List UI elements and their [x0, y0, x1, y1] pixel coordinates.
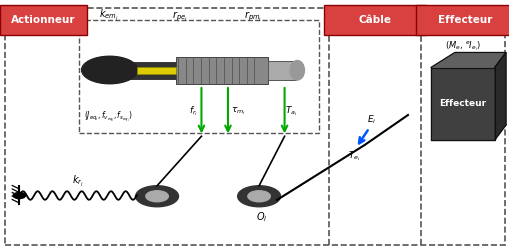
- FancyBboxPatch shape: [323, 5, 425, 35]
- Circle shape: [13, 192, 25, 198]
- Polygon shape: [430, 52, 505, 68]
- Text: $E_i$: $E_i$: [366, 114, 376, 126]
- Text: Câble: Câble: [358, 15, 390, 25]
- FancyBboxPatch shape: [109, 62, 176, 79]
- FancyBboxPatch shape: [0, 5, 87, 35]
- Text: $T_{a_i}$: $T_{a_i}$: [284, 104, 297, 118]
- Text: $k_{em_i}$: $k_{em_i}$: [99, 8, 119, 22]
- Text: $\tau_{m_i}$: $\tau_{m_i}$: [230, 106, 245, 117]
- Circle shape: [146, 191, 168, 202]
- Text: Effecteur: Effecteur: [439, 99, 486, 108]
- Text: Effecteur: Effecteur: [437, 15, 491, 25]
- FancyBboxPatch shape: [176, 57, 268, 84]
- Text: Actionneur: Actionneur: [11, 15, 75, 25]
- Polygon shape: [430, 68, 494, 140]
- FancyBboxPatch shape: [136, 66, 176, 73]
- FancyBboxPatch shape: [268, 60, 296, 80]
- Ellipse shape: [290, 60, 304, 80]
- Text: $r_{pm_i}$: $r_{pm_i}$: [243, 9, 262, 23]
- Text: $r_{pe_i}$: $r_{pe_i}$: [172, 9, 188, 23]
- Text: $(M_e,\, ^eI_{e_i})$: $(M_e,\, ^eI_{e_i})$: [444, 40, 480, 53]
- Text: $k_{r_i}$: $k_{r_i}$: [72, 174, 84, 189]
- Circle shape: [237, 186, 280, 207]
- FancyBboxPatch shape: [415, 5, 509, 35]
- Text: $T_{e_i}$: $T_{e_i}$: [347, 150, 359, 163]
- Text: $O_i$: $O_i$: [256, 210, 267, 224]
- Polygon shape: [494, 52, 505, 140]
- Circle shape: [81, 56, 137, 84]
- Text: $f_{r_i}$: $f_{r_i}$: [188, 104, 197, 118]
- Circle shape: [135, 186, 178, 207]
- Circle shape: [247, 191, 270, 202]
- Text: $(J_{eq_i}, f_{v_{eq_i}}, f_{s_{eq_i}})$: $(J_{eq_i}, f_{v_{eq_i}}, f_{s_{eq_i}})$: [84, 109, 133, 124]
